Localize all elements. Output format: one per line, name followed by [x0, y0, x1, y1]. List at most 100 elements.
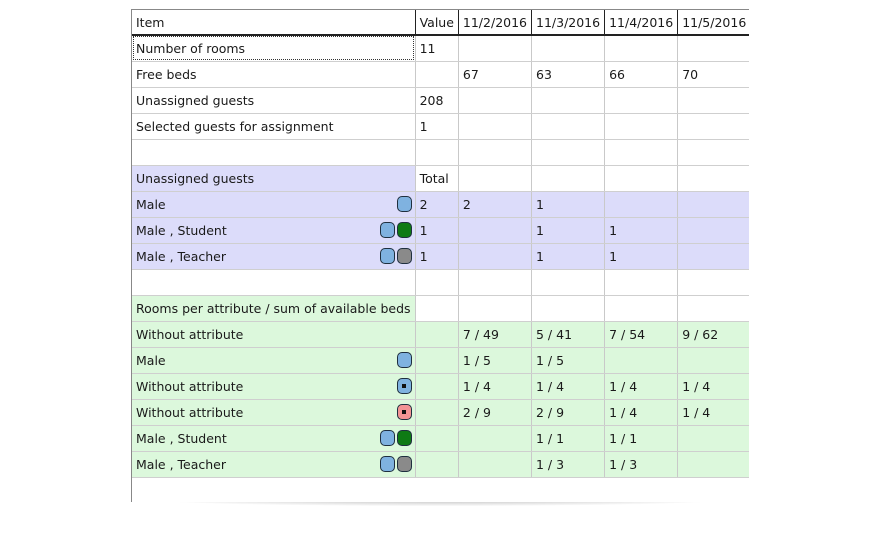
item-cell[interactable]: Number of rooms: [132, 35, 416, 62]
date-cell[interactable]: 1 / 1: [531, 425, 606, 452]
date-cell[interactable]: 1 / 5: [531, 347, 606, 374]
date-cell[interactable]: 9 / 62: [677, 321, 749, 348]
date-cell[interactable]: [604, 191, 679, 218]
item-cell[interactable]: Male , Student: [132, 217, 416, 244]
date-cell[interactable]: 1: [604, 243, 679, 270]
date-cell[interactable]: 5 / 41: [531, 321, 606, 348]
date-cell[interactable]: [458, 269, 533, 296]
item-cell[interactable]: [132, 269, 416, 296]
date-cell[interactable]: [604, 165, 679, 192]
date-cell[interactable]: [677, 451, 749, 478]
date-cell[interactable]: [677, 35, 749, 62]
date-cell[interactable]: 67: [458, 61, 533, 88]
date-cell[interactable]: 1 / 4: [677, 373, 749, 400]
column-header-date[interactable]: 11/4/2016: [604, 10, 679, 36]
item-cell[interactable]: Male , Teacher: [132, 243, 416, 270]
date-cell[interactable]: [604, 295, 679, 322]
date-cell[interactable]: 1 / 4: [677, 399, 749, 426]
date-cell[interactable]: [677, 295, 749, 322]
item-cell[interactable]: Without attribute: [132, 399, 416, 426]
date-cell[interactable]: [531, 139, 606, 166]
date-cell[interactable]: [604, 35, 679, 62]
date-cell[interactable]: [677, 165, 749, 192]
value-cell[interactable]: 1: [415, 113, 459, 140]
date-cell[interactable]: 1 / 4: [604, 373, 679, 400]
date-cell[interactable]: 63: [531, 61, 606, 88]
item-cell[interactable]: Without attribute: [132, 321, 416, 348]
value-cell[interactable]: 11: [415, 35, 459, 62]
value-cell[interactable]: 208: [415, 87, 459, 114]
date-cell[interactable]: [677, 243, 749, 270]
date-cell[interactable]: 1: [604, 217, 679, 244]
item-cell[interactable]: Male , Teacher: [132, 451, 416, 478]
date-cell[interactable]: [458, 139, 533, 166]
item-cell[interactable]: Without attribute: [132, 373, 416, 400]
date-cell[interactable]: 1 / 5: [458, 347, 533, 374]
date-cell[interactable]: 7 / 54: [604, 321, 679, 348]
item-cell[interactable]: Selected guests for assignment: [132, 113, 416, 140]
date-cell[interactable]: 2: [458, 191, 533, 218]
value-cell[interactable]: [415, 321, 459, 348]
date-cell[interactable]: [458, 295, 533, 322]
value-cell[interactable]: 1: [415, 243, 459, 270]
value-cell[interactable]: [415, 425, 459, 452]
date-cell[interactable]: [604, 269, 679, 296]
date-cell[interactable]: [458, 425, 533, 452]
date-cell[interactable]: 1: [531, 243, 606, 270]
date-cell[interactable]: [458, 87, 533, 114]
date-cell[interactable]: [458, 113, 533, 140]
value-cell[interactable]: [415, 399, 459, 426]
date-cell[interactable]: [677, 191, 749, 218]
column-header-date[interactable]: 11/2/2016: [458, 10, 533, 36]
date-cell[interactable]: [677, 113, 749, 140]
date-cell[interactable]: 1 / 4: [458, 373, 533, 400]
date-cell[interactable]: [677, 217, 749, 244]
date-cell[interactable]: [531, 295, 606, 322]
date-cell[interactable]: [531, 113, 606, 140]
date-cell[interactable]: [458, 217, 533, 244]
date-cell[interactable]: [458, 35, 533, 62]
date-cell[interactable]: 1: [531, 191, 606, 218]
date-cell[interactable]: [677, 269, 749, 296]
date-cell[interactable]: [458, 243, 533, 270]
date-cell[interactable]: 66: [604, 61, 679, 88]
date-cell[interactable]: [531, 87, 606, 114]
value-cell[interactable]: [415, 269, 459, 296]
date-cell[interactable]: 7 / 49: [458, 321, 533, 348]
date-cell[interactable]: [677, 425, 749, 452]
date-cell[interactable]: [604, 139, 679, 166]
value-cell[interactable]: [415, 451, 459, 478]
item-cell[interactable]: [132, 139, 416, 166]
item-cell[interactable]: Male: [132, 347, 416, 374]
date-cell[interactable]: 1 / 1: [604, 425, 679, 452]
item-cell[interactable]: Unassigned guests: [132, 87, 416, 114]
value-cell[interactable]: [415, 139, 459, 166]
data-grid[interactable]: Item Value 11/2/2016 11/3/2016 11/4/2016…: [131, 9, 749, 502]
date-cell[interactable]: 1 / 4: [531, 373, 606, 400]
date-cell[interactable]: [458, 165, 533, 192]
date-cell[interactable]: [531, 269, 606, 296]
value-cell[interactable]: [415, 61, 459, 88]
column-header-value[interactable]: Value: [415, 10, 459, 36]
value-cell[interactable]: [415, 347, 459, 374]
value-cell[interactable]: 1: [415, 217, 459, 244]
date-cell[interactable]: [604, 87, 679, 114]
column-header-item[interactable]: Item: [132, 10, 416, 36]
date-cell[interactable]: [604, 113, 679, 140]
date-cell[interactable]: [677, 87, 749, 114]
date-cell[interactable]: 1 / 3: [604, 451, 679, 478]
date-cell[interactable]: 1 / 3: [531, 451, 606, 478]
item-cell[interactable]: Free beds: [132, 61, 416, 88]
date-cell[interactable]: [458, 451, 533, 478]
date-cell[interactable]: [531, 35, 606, 62]
date-cell[interactable]: [604, 347, 679, 374]
column-header-date[interactable]: 11/3/2016: [531, 10, 606, 36]
date-cell[interactable]: 2 / 9: [531, 399, 606, 426]
item-cell[interactable]: Male , Student: [132, 425, 416, 452]
date-cell[interactable]: 70: [677, 61, 749, 88]
date-cell[interactable]: 2 / 9: [458, 399, 533, 426]
value-cell[interactable]: [415, 373, 459, 400]
column-header-date[interactable]: 11/5/2016: [677, 10, 749, 36]
date-cell[interactable]: 1: [531, 217, 606, 244]
date-cell[interactable]: 1 / 4: [604, 399, 679, 426]
